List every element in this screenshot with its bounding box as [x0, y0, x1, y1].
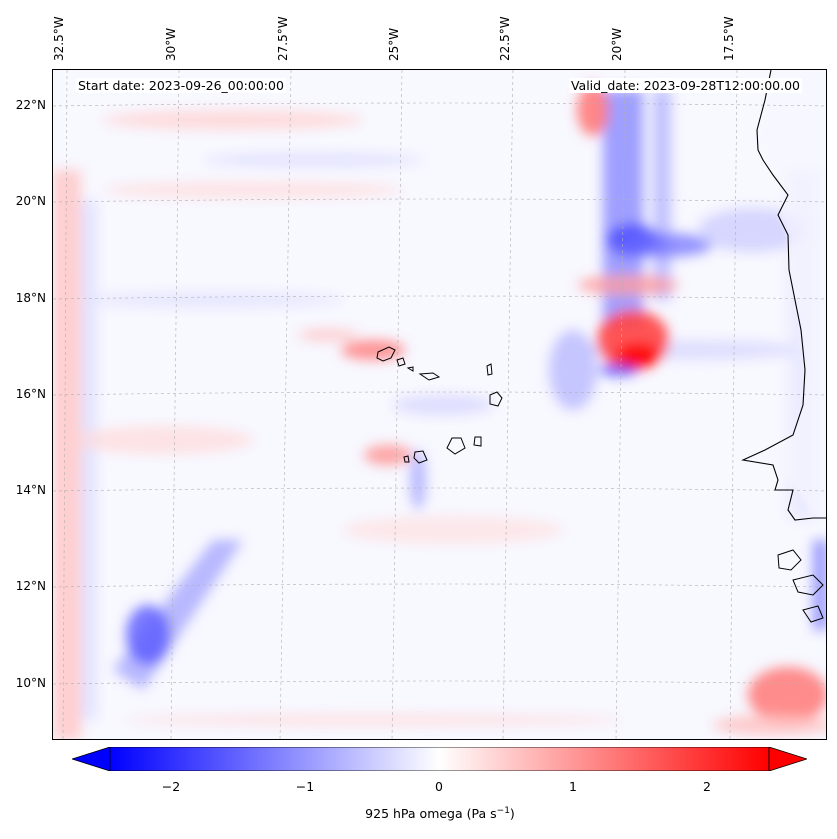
cape-verde-islands [376, 346, 503, 464]
land-area [743, 70, 826, 515]
lon-tick-label: 25°W [387, 27, 401, 61]
lat-tick-label: 20°N [15, 194, 46, 208]
lon-tick-label: 32.5°W [52, 16, 66, 61]
colorbar-label: 925 hPa omega (Pa s−1) [365, 806, 515, 821]
lon-tick-label: 20°W [610, 27, 624, 61]
map-panel [52, 69, 827, 740]
colorbar-gradient [109, 747, 770, 771]
graticule [53, 70, 826, 739]
omega-anomaly-blobs [53, 84, 826, 739]
colorbar-tick-label: −1 [295, 779, 315, 794]
colorbar-tick-label: 0 [435, 779, 443, 794]
units: (Pa s−1) [466, 806, 515, 822]
start-date-label: Start date: 2023-09-26_00:00:00 [76, 78, 286, 93]
colorbar-tick-label: −2 [161, 779, 181, 794]
coastline-africa [741, 70, 826, 521]
colorbar [72, 747, 807, 771]
lat-tick-label: 18°N [15, 291, 46, 305]
omega-field [53, 70, 826, 739]
lon-tick-label: 22.5°W [498, 16, 512, 61]
lon-tick-label: 27.5°W [276, 16, 290, 61]
lon-tick-label: 17.5°W [722, 16, 736, 61]
lon-tick-label: 30°W [164, 27, 178, 61]
valid-date-label: Valid_date: 2023-09-28T12:00:00.00 [568, 78, 802, 93]
variable-name: 925 hPa omega [365, 806, 463, 822]
colorbar-tick-label: 1 [569, 779, 577, 794]
colorbar-extend-max [768, 747, 807, 771]
colorbar-tick-label: 2 [703, 779, 711, 794]
coastline-guinea-islands [777, 549, 824, 623]
lat-tick-label: 16°N [15, 387, 46, 401]
lat-tick-label: 22°N [15, 98, 46, 112]
colorbar-extend-min [72, 747, 111, 771]
lat-tick-label: 14°N [15, 483, 46, 497]
lat-tick-label: 10°N [15, 676, 46, 690]
lat-tick-label: 12°N [15, 579, 46, 593]
